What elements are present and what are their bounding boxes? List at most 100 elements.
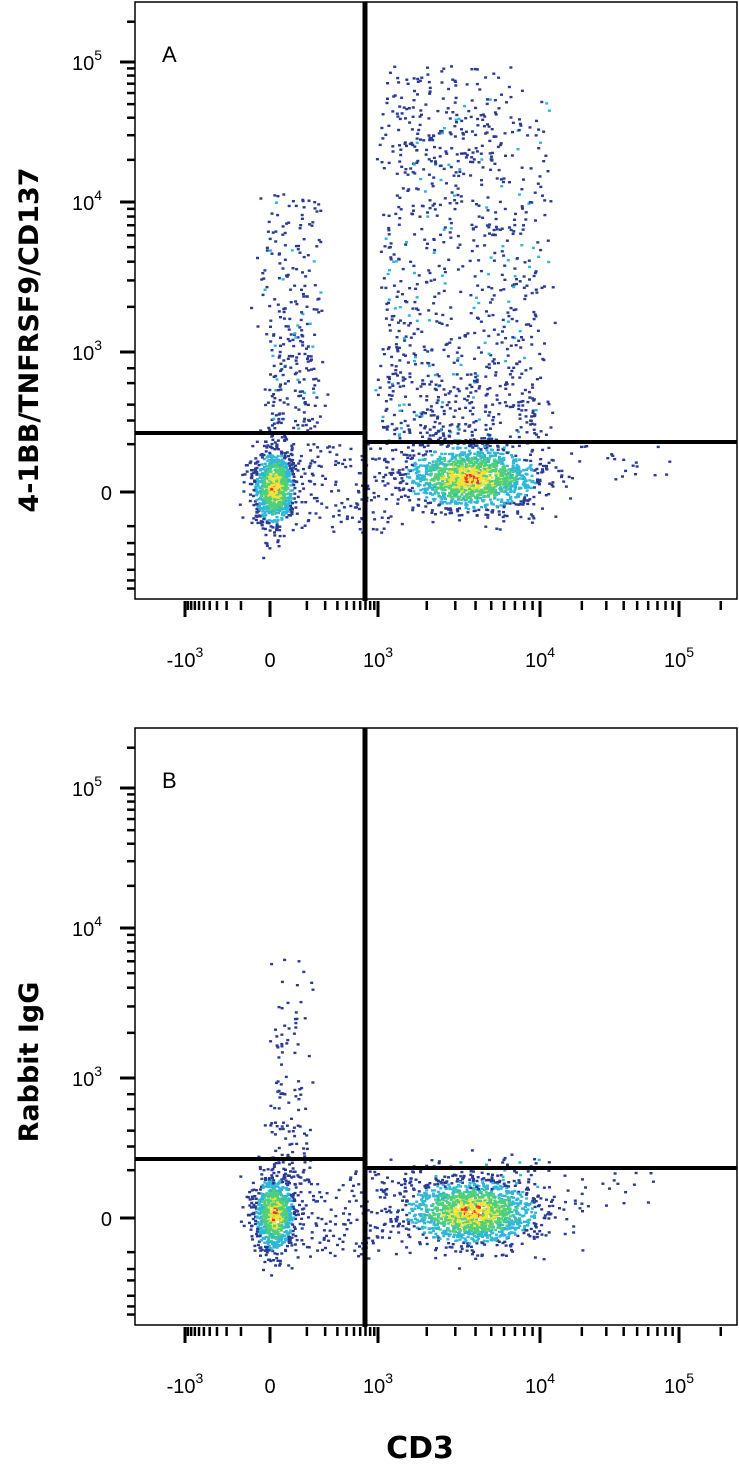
event-dot: [445, 152, 449, 155]
event-dot: [524, 409, 528, 412]
event-dot: [282, 472, 286, 476]
event-dot: [399, 208, 403, 211]
event-dot: [282, 401, 286, 404]
event-dot: [419, 177, 423, 181]
event-dot: [466, 332, 470, 335]
event-dot: [447, 468, 451, 471]
event-dot: [346, 515, 349, 518]
event-dot: [472, 158, 476, 161]
event-dot: [424, 411, 427, 415]
event-dot: [428, 206, 432, 210]
event-dot: [496, 451, 499, 455]
event-dot: [547, 109, 551, 112]
event-dot: [319, 450, 323, 453]
event-dot: [440, 322, 444, 325]
event-dot: [408, 372, 412, 375]
event-dot: [282, 1167, 286, 1171]
event-dot: [281, 1220, 285, 1224]
event-dot: [262, 277, 266, 280]
event-dot: [262, 1231, 266, 1234]
event-dot: [524, 415, 528, 418]
event-dot: [495, 177, 499, 180]
event-dot: [434, 383, 438, 386]
event-dot: [439, 461, 443, 464]
event-dot: [267, 1240, 270, 1244]
event-dot: [275, 201, 278, 204]
event-dot: [494, 459, 498, 462]
event-dot: [510, 468, 514, 471]
event-dot: [455, 351, 459, 354]
event-dot: [431, 460, 435, 463]
event-dot: [494, 472, 498, 476]
event-dot: [320, 483, 324, 486]
event-dot: [277, 1233, 281, 1236]
event-dot: [259, 507, 263, 510]
event-dot: [269, 1183, 272, 1186]
event-dot: [425, 431, 429, 434]
event-dot: [464, 117, 468, 120]
event-dot: [610, 453, 614, 456]
event-dot: [462, 491, 466, 494]
event-dot: [497, 413, 501, 416]
event-dot: [528, 498, 532, 501]
event-dot: [446, 355, 450, 358]
event-dot: [395, 260, 399, 263]
event-dot: [482, 470, 486, 473]
event-dot: [486, 516, 490, 519]
event-dot: [417, 452, 421, 455]
event-dot: [262, 556, 266, 560]
event-dot: [304, 275, 308, 278]
event-dot: [470, 488, 473, 491]
event-dot: [321, 360, 325, 364]
event-dot: [474, 456, 478, 459]
event-dot: [416, 503, 420, 507]
event-dot: [407, 314, 411, 317]
event-dot: [464, 502, 468, 505]
event-dot: [473, 379, 476, 383]
event-dot: [518, 486, 522, 489]
event-dot: [274, 1161, 278, 1165]
event-dot: [521, 228, 525, 231]
event-dot: [454, 479, 458, 482]
event-dot: [293, 1227, 297, 1230]
event-dot: [282, 482, 286, 485]
event-dot: [481, 452, 485, 455]
event-dot: [420, 227, 424, 231]
event-dot: [476, 459, 480, 462]
event-dot: [509, 496, 513, 499]
event-dot: [353, 506, 357, 509]
event-dot: [481, 461, 485, 464]
event-dot: [476, 284, 480, 287]
event-dot: [529, 459, 533, 463]
event-dot: [547, 260, 551, 264]
event-dot: [473, 1234, 477, 1238]
event-dot: [286, 357, 290, 360]
event-dot: [286, 1237, 290, 1240]
event-dot: [506, 311, 510, 314]
event-dot: [510, 154, 514, 157]
event-dot: [402, 453, 406, 456]
event-dot: [462, 478, 466, 482]
event-dot: [266, 1232, 270, 1235]
event-dot: [512, 459, 516, 462]
event-dot: [280, 1252, 284, 1255]
event-dot: [529, 453, 532, 456]
event-dot: [635, 465, 639, 468]
event-dot: [457, 389, 461, 393]
event-dot: [526, 467, 530, 470]
event-dot: [492, 72, 496, 75]
event-dot: [462, 458, 466, 461]
event-dot: [271, 1213, 275, 1216]
event-dot: [285, 468, 289, 471]
event-dot: [276, 458, 280, 461]
event-dot: [300, 217, 304, 220]
event-dot: [241, 1206, 245, 1209]
event-dot: [273, 1197, 277, 1200]
event-dot: [472, 475, 476, 479]
event-dot: [441, 97, 445, 100]
event-dot: [485, 206, 489, 209]
event-dot: [456, 447, 460, 450]
event-dot: [410, 463, 414, 467]
event-dot: [413, 145, 417, 148]
event-dot: [434, 432, 438, 435]
